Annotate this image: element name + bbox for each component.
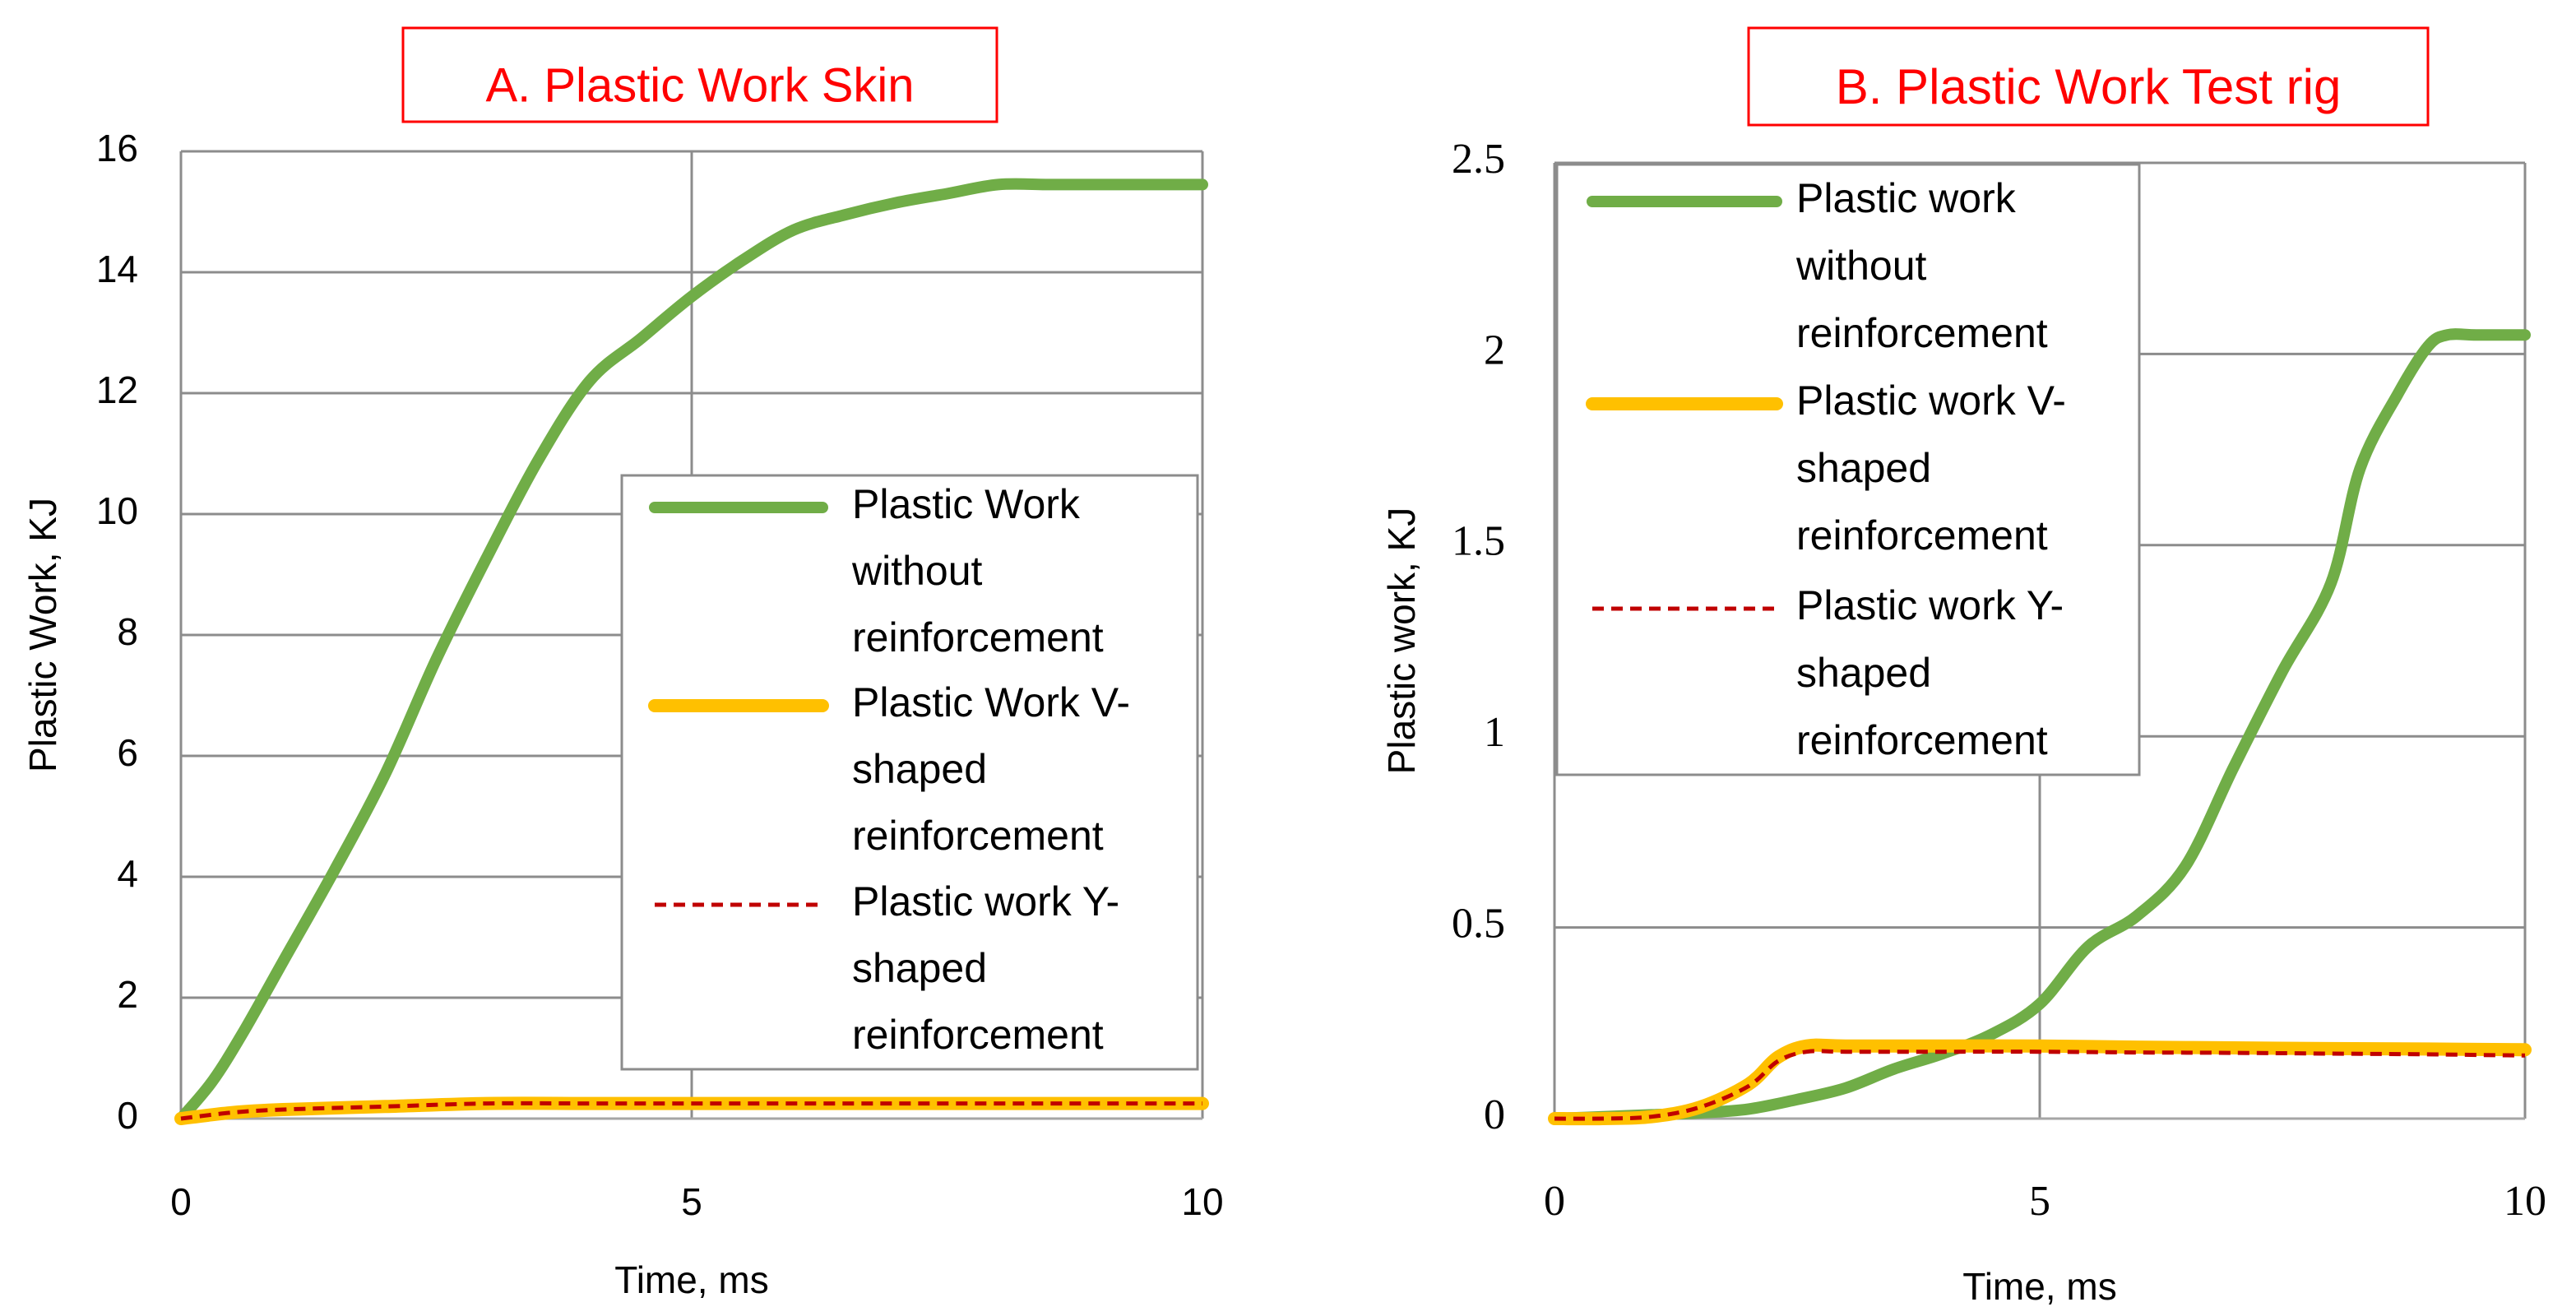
legend-label-2: Plastic Work V-shaped reinforcement: [852, 679, 1130, 859]
legend-label-1: Plastic work without reinforcement: [1795, 175, 2048, 356]
legend-label-2: Plastic work V-shaped reinforcement: [1796, 378, 2066, 558]
y-tick-label: 16: [96, 127, 138, 169]
y-tick-label: 4: [117, 852, 138, 895]
chart-title-box: [1747, 26, 2430, 127]
x-tick-label: 0: [170, 1180, 192, 1223]
series-line-1: [1549, 328, 2531, 1124]
series-line-3: [180, 1101, 1202, 1121]
y-tick-label: 14: [96, 248, 138, 290]
legend-box: [620, 474, 1199, 1071]
x-axis-label: Time, ms: [1962, 1265, 2116, 1308]
y-tick-label: 0.5: [1452, 901, 1505, 948]
chart-title: B. Plastic Work Test rig: [1836, 59, 2342, 114]
y-axis-label: Plastic Work, KJ: [21, 498, 64, 772]
y-tick-label: 1.5: [1452, 518, 1505, 565]
x-tick-label: 10: [1181, 1180, 1223, 1223]
x-tick-label: 0: [1544, 1178, 1565, 1225]
series-line-1: [175, 178, 1208, 1124]
chart-b: B. Plastic Work Test rig 0 0.5 1 1.5 2 2.5 0 5 10…: [1380, 26, 2546, 1308]
chart-title-box: [401, 26, 998, 123]
y-tick-label: 8: [117, 610, 138, 653]
x-axis-label: Time, ms: [614, 1258, 768, 1301]
y-tick-label: 10: [96, 489, 138, 532]
legend-label-1: Plastic Work without reinforcement: [851, 481, 1104, 660]
x-tick-label: 10: [2504, 1178, 2546, 1225]
y-tick-label: 6: [117, 731, 138, 774]
legend-label-3: Plastic work Y-shaped reinforcement: [852, 878, 1119, 1058]
series-line-3: [1554, 1049, 2526, 1121]
y-tick-label: 2: [1484, 327, 1505, 373]
y-tick-label: 12: [96, 368, 138, 411]
y-tick-label: 0: [117, 1094, 138, 1137]
x-tick-label: 5: [681, 1180, 702, 1223]
chart-title: A. Plastic Work Skin: [485, 58, 914, 112]
legend-box: [1555, 163, 2141, 776]
y-tick-label: 1: [1484, 709, 1505, 756]
y-axis-label: Plastic work, KJ: [1380, 507, 1423, 775]
y-tick-label: 2: [117, 973, 138, 1016]
chart-a: A. Plastic Work Skin 0 2 4 6 8 10 12 14 16 0 5 10 Tim…: [21, 26, 1224, 1301]
y-tick-label: 2.5: [1452, 136, 1505, 183]
y-tick-label: 0: [1484, 1091, 1505, 1138]
x-tick-label: 5: [2029, 1178, 2050, 1225]
legend-label-3: Plastic work Y-shaped reinforcement: [1796, 582, 2064, 763]
